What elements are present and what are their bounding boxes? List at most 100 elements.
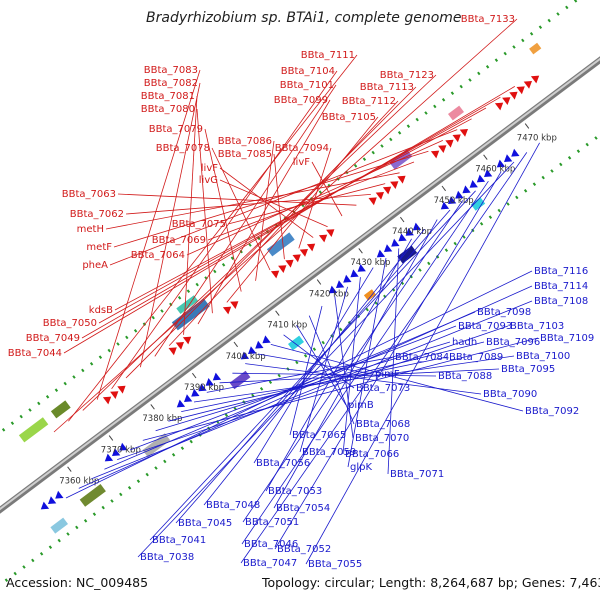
- leader-line: [227, 183, 386, 225]
- reverse-gene-arrow: [191, 388, 200, 397]
- forward-gene-arrow: [530, 75, 540, 84]
- reverse-gene-label: BBta_7093: [458, 321, 512, 332]
- scale-tick-label: 7450 kbp: [434, 196, 474, 206]
- forward-gene-arrow: [390, 181, 399, 189]
- reverse-gene-arrow: [350, 269, 359, 278]
- leader-line: [65, 270, 533, 499]
- reverse-gene-arrow: [511, 148, 520, 157]
- reverse-gene-arrow: [384, 244, 393, 252]
- scale-tick: [524, 123, 530, 129]
- forward-gene-arrow: [509, 91, 518, 100]
- leader-line: [207, 161, 415, 241]
- feature-block: [363, 289, 377, 301]
- scale-tick: [358, 248, 363, 254]
- reverse-gene-label: BBta_7038: [140, 552, 194, 563]
- reverse-gene-label: BBta_7071: [390, 469, 444, 480]
- leader-line: [387, 248, 400, 475]
- leader-line: [308, 315, 355, 425]
- map-title: Bradyrhizobium sp. BTAi1, complete genom…: [146, 10, 462, 26]
- scale-tick-label: 7370 kbp: [101, 445, 141, 455]
- reverse-gene-label: BBta_7116: [534, 266, 588, 277]
- reverse-gene-arrow: [391, 238, 400, 247]
- leader-line: [311, 161, 343, 217]
- reverse-gene-arrow: [112, 448, 121, 456]
- reverse-gene-arrow: [484, 169, 493, 177]
- genome-backbone: [0, 56, 600, 514]
- forward-gene-label: BBta_7112: [342, 96, 396, 107]
- forward-gene-label: BBta_7075: [172, 219, 226, 230]
- leader-line: [105, 172, 400, 230]
- label-leader-lines: [53, 18, 540, 565]
- forward-gene-arrow: [318, 234, 328, 243]
- reverse-gene-label: glpK: [350, 462, 372, 473]
- forward-gene-label: BBta_7099: [274, 95, 328, 106]
- scale-tick-label: 7380 kbp: [142, 414, 182, 424]
- leader-line: [183, 95, 198, 335]
- scale-tick: [316, 279, 322, 285]
- forward-gene-label: BBta_7094: [275, 143, 329, 154]
- leader-line: [241, 180, 489, 545]
- leader-line: [142, 337, 539, 441]
- forward-gene-label: BBta_7064: [131, 250, 185, 261]
- reverse-gene-label: BBta_7109: [540, 333, 594, 344]
- feature-block: [470, 197, 486, 211]
- leader-line: [265, 238, 412, 492]
- scale-ticks: 7360 kbp 7370 kbp 7380 kbp 7390 kbp 7400 kbp…: [59, 123, 557, 487]
- scale-tick: [67, 466, 72, 472]
- forward-gene-label: BBta_7105: [322, 112, 376, 123]
- forward-gene-label: BBta_7101: [280, 80, 334, 91]
- leader-line: [273, 219, 438, 509]
- reverse-gene-label: BBta_7041: [152, 535, 206, 546]
- reverse-gene-arrow: [205, 378, 214, 386]
- reverse-gene-arrow: [176, 399, 186, 408]
- forward-gene-arrow: [445, 139, 454, 148]
- leader-line: [204, 128, 242, 292]
- leader-line: [82, 74, 437, 411]
- forward-gene-arrow: [494, 102, 504, 111]
- forward-gene-label: BBta_7081: [141, 91, 195, 102]
- forward-gene-arrow: [523, 81, 532, 89]
- reverse-gene-arrow: [462, 185, 471, 194]
- leader-line: [270, 344, 524, 412]
- forward-gene-arrow: [306, 243, 316, 252]
- reverse-gene-label: BBta_7045: [178, 518, 232, 529]
- reverse-gene-label: BBta_7098: [477, 307, 531, 318]
- feature-block: [229, 370, 251, 390]
- reverse-gene-label: BBta_7073: [356, 383, 410, 394]
- forward-gene-label: BBta_7079: [149, 124, 203, 135]
- feature-block: [448, 105, 464, 121]
- leader-line: [181, 356, 448, 412]
- reverse-gene-label: BBta_7096: [486, 337, 540, 348]
- feature-block: [50, 517, 68, 534]
- forward-gene-arrow: [438, 145, 447, 153]
- leader-line: [298, 147, 332, 249]
- leader-line: [206, 356, 394, 393]
- reverse-gene-label: BBta_7059: [302, 447, 356, 458]
- forward-gene-arrow: [382, 186, 392, 195]
- leader-line: [273, 153, 285, 260]
- scale-tick: [233, 341, 239, 348]
- reverse-gene-label: BBta_7108: [534, 296, 588, 307]
- forward-gene-label: BBta_7044: [8, 348, 62, 359]
- forward-gene-arrow: [117, 385, 126, 394]
- forward-gene-arrow: [516, 86, 525, 95]
- reverse-gene-arrow: [255, 340, 264, 349]
- leader-line: [255, 140, 275, 281]
- leader-line: [232, 372, 437, 377]
- leader-line: [111, 70, 338, 390]
- reverse-gene-label: BBta_7055: [308, 559, 362, 570]
- reverse-gene-arrow: [184, 394, 193, 402]
- forward-gene-arrow: [430, 150, 440, 159]
- leader-line: [203, 228, 425, 506]
- forward-gene-arrow: [459, 129, 468, 137]
- forward-gene-label: BBta_7080: [141, 104, 195, 115]
- scale-tick-label: 7430 kbp: [350, 258, 390, 268]
- leader-line: [197, 99, 331, 325]
- leader-line: [114, 118, 472, 311]
- accession-text: Accession: NC_009485: [6, 575, 148, 590]
- forward-gene-label: livF: [201, 163, 218, 174]
- forward-gene-arrow: [326, 229, 335, 237]
- reverse-gene-arrow: [448, 196, 457, 204]
- feature-block: [50, 400, 71, 419]
